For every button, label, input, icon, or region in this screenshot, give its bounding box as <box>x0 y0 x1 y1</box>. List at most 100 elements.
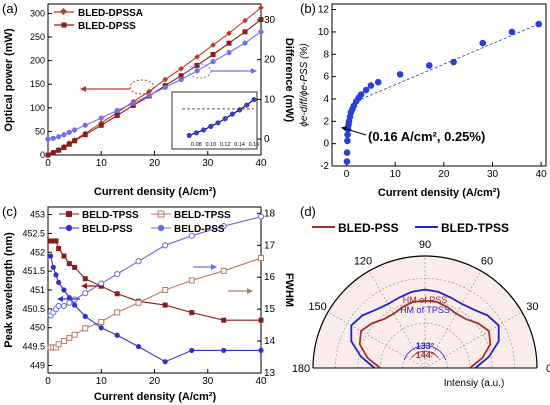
data-point <box>50 150 56 156</box>
panel-b-xlabel: Current density (A/cm²) <box>378 187 501 199</box>
data-point <box>450 58 457 66</box>
legend-label-bled-pss: BLED-PSS <box>338 221 399 235</box>
y2-tick-label: 10 <box>264 94 276 105</box>
data-point <box>258 29 264 35</box>
trend-line <box>356 22 542 102</box>
y-tick-label: 200 <box>30 56 45 66</box>
y-tick-label: 6 <box>323 72 329 83</box>
panel-d-xlabel: Intensiy (a.u.) <box>444 378 505 389</box>
data-point <box>357 91 365 98</box>
angle-144-label: 144° <box>416 350 435 360</box>
data-point <box>72 302 78 308</box>
data-point <box>61 253 67 259</box>
data-point <box>258 17 264 23</box>
inset-point <box>193 130 199 136</box>
data-point <box>48 253 54 259</box>
data-point <box>242 40 248 46</box>
data-point <box>479 39 487 47</box>
data-point <box>72 264 78 270</box>
y-tick-label: 4 <box>323 94 329 105</box>
x-tick-label: 30 <box>202 158 214 169</box>
hm-angle-arc-1 <box>411 350 439 359</box>
ellipse-right-series <box>188 63 212 79</box>
panel-b-annotation: (0.16 A/cm², 0.25%) <box>368 129 485 144</box>
y2-tick-label: 30 <box>264 15 276 26</box>
data-point <box>162 84 168 91</box>
y2-tick-label: 15 <box>264 304 276 315</box>
legend-marker-dpssa <box>59 7 68 16</box>
arrowhead-tpss-left <box>81 283 87 289</box>
y-tick-label: 300 <box>30 8 45 18</box>
panel-a-series <box>45 4 264 158</box>
inset-line <box>189 99 255 136</box>
y-tick-label: 50 <box>35 126 45 136</box>
data-point <box>194 62 200 68</box>
panel-d-series <box>350 288 500 369</box>
arrowhead-right <box>251 68 257 74</box>
panel-a: (a) 0 10 20 30 40 0 50 100 150 200 250 300 0 10 20 30 B… <box>2 1 295 198</box>
data-point <box>162 76 168 83</box>
data-point <box>82 132 88 138</box>
y2-tick-label: 18 <box>264 208 276 219</box>
panel-b-series <box>343 20 543 165</box>
data-point <box>66 141 72 147</box>
data-point <box>55 302 62 310</box>
panel-c-plot-frame <box>47 206 262 374</box>
data-point <box>98 318 105 325</box>
hm-angle-arc-0 <box>403 345 447 361</box>
panel-a-ticks: 0 10 20 30 40 0 50 100 150 200 250 300 0 10 20 30 <box>30 8 276 169</box>
hm-tpss-label: HM of TPSS <box>400 305 450 315</box>
panel-c-series <box>47 213 265 365</box>
data-point <box>396 71 404 78</box>
data-point <box>60 338 67 345</box>
data-point <box>226 49 232 56</box>
legend-label-pss-left: BELD-PSS <box>82 224 133 235</box>
hm-pss-label: HM of PSS <box>403 295 448 305</box>
inset-point <box>244 102 250 108</box>
data-point <box>66 129 72 135</box>
polar-angle-label: 90 <box>419 239 431 251</box>
data-point <box>242 17 248 24</box>
x-tick-label: 40 <box>255 158 267 169</box>
panel-c-arrows <box>57 264 253 302</box>
data-point <box>210 59 216 65</box>
y2-tick-label: 16 <box>264 272 276 283</box>
inset-point <box>237 107 243 113</box>
x-tick-label: 20 <box>438 169 450 180</box>
data-point <box>53 272 59 278</box>
panel-b-ticks: 0 10 20 30 40 -2 0 2 4 6 8 10 12 <box>318 5 547 180</box>
data-point <box>343 158 351 165</box>
data-point <box>258 347 264 353</box>
inset-point <box>215 120 221 126</box>
data-point <box>114 291 120 297</box>
arrowhead-tpss-right <box>247 288 253 294</box>
data-point <box>162 242 169 249</box>
angle-133-label: 133° <box>416 341 435 351</box>
data-point <box>210 51 216 57</box>
legend-label-pss-right: BELD-PSS <box>174 224 225 235</box>
data-point <box>135 299 142 306</box>
data-point <box>72 138 78 144</box>
inset-point <box>208 123 214 129</box>
x-tick-label: 0 <box>45 376 51 387</box>
data-point <box>194 68 200 74</box>
x-tick-label: 40 <box>536 169 548 180</box>
panel-c-ticks: 0 10 20 30 40 449 449.5 450 450.5 451 451.5 452 452.… <box>22 208 275 387</box>
data-point <box>362 86 370 94</box>
x-tick-label: 20 <box>149 158 161 169</box>
polar-curve-1 <box>350 288 500 369</box>
panel-b: (b) 0 10 20 30 40 -2 0 2 4 6 8 10 12 (0.16 A/cm², 0.… <box>299 1 547 199</box>
polar-angle-label: 0 <box>546 363 550 375</box>
panel-d-polar-grid: 0 30 60 90 120 150 180 <box>292 239 550 375</box>
y-tick-label: 452 <box>30 247 45 257</box>
panel-b-label: (b) <box>300 1 316 16</box>
polar-angle-label: 120 <box>354 256 372 268</box>
data-point <box>114 332 120 338</box>
panel-c-y2label: FWHM <box>283 273 295 307</box>
panel-d-label: (d) <box>300 204 316 219</box>
panel-b-annotation-arrowhead <box>341 126 347 131</box>
data-point <box>135 258 142 265</box>
arrowhead-left <box>80 86 86 92</box>
y-tick-label: 449.5 <box>22 342 45 352</box>
data-point <box>114 107 120 114</box>
